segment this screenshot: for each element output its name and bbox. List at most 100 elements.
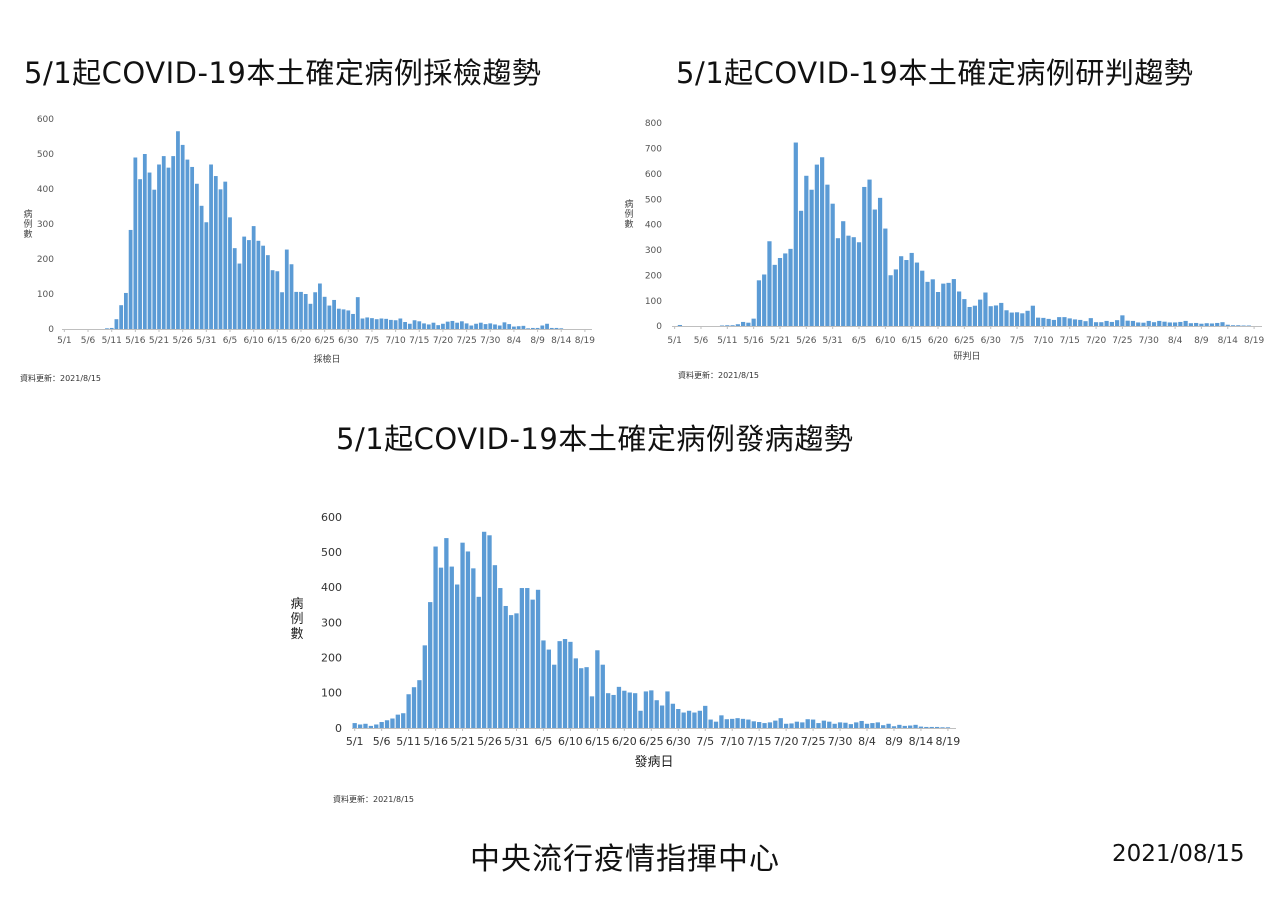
bar [426, 324, 431, 329]
sampling-chart-svg: 0 100 200 300 400 500 600 5/1 5/6 5/11 5/16 5/21 5/2… [23, 115, 595, 365]
bar [793, 142, 798, 326]
y-tick-label: 100 [321, 687, 342, 700]
bar [398, 318, 403, 329]
bar [554, 327, 559, 329]
bar [541, 640, 546, 728]
bar [1225, 324, 1230, 326]
bar [455, 322, 460, 329]
bar [1220, 322, 1225, 326]
bar [1183, 320, 1188, 326]
bar [1062, 317, 1067, 326]
y-axis-title-char: 數 [624, 218, 633, 230]
bar [1051, 319, 1057, 326]
bar [138, 179, 142, 329]
bar [488, 323, 493, 329]
x-tick-label: 6/20 [612, 735, 637, 748]
bar [713, 721, 719, 728]
bar [741, 321, 746, 326]
x-tick-label: 5/21 [770, 336, 790, 346]
bar [247, 240, 251, 329]
bar [783, 723, 789, 728]
bar [929, 726, 934, 728]
bar [622, 690, 627, 728]
bar [1188, 323, 1193, 326]
x-tick-label: 7/20 [774, 735, 799, 748]
bar [1172, 322, 1178, 326]
bar [530, 599, 535, 728]
onset-chart: 0 100 200 300 400 500 600 5/1 5/6 5/11 5/16 5/21 5/2… [270, 490, 990, 790]
bar [951, 279, 956, 326]
bar [579, 668, 584, 728]
bar [535, 589, 541, 728]
x-tick-label: 5/1 [346, 735, 364, 748]
bar [270, 270, 275, 329]
x-tick-label: 7/10 [386, 336, 406, 346]
x-tick-label: 5/16 [423, 735, 448, 748]
y-tick-label: 0 [656, 322, 662, 332]
bar [810, 719, 816, 728]
x-tick-label: 6/25 [315, 336, 335, 346]
bar [525, 588, 530, 728]
bar [830, 203, 835, 326]
x-tick-label: 6/30 [338, 336, 358, 346]
bar [514, 613, 519, 728]
x-tick-label: 8/14 [1218, 336, 1238, 346]
bar [502, 322, 507, 329]
bar [493, 324, 497, 329]
bar [355, 297, 360, 329]
bar [870, 723, 875, 728]
bar [913, 724, 918, 728]
bar [1004, 310, 1009, 326]
x-tick-label: 8/9 [885, 735, 903, 748]
bar [401, 713, 406, 728]
bar [1167, 322, 1172, 326]
x-tick-label: 5/16 [125, 336, 145, 346]
bar [185, 159, 190, 329]
x-tick-label: 6/20 [291, 336, 311, 346]
x-tick-label: 5/21 [450, 735, 475, 748]
bar [445, 321, 450, 329]
bar [275, 271, 280, 329]
bar [161, 156, 166, 329]
bar [1067, 318, 1072, 326]
x-tick-label: 8/14 [551, 336, 571, 346]
bar [1099, 322, 1104, 326]
bar [218, 189, 223, 329]
bar [859, 720, 864, 728]
bar [374, 319, 379, 329]
bar [883, 228, 888, 326]
bar [395, 714, 400, 728]
bar [589, 696, 595, 728]
bar [242, 236, 247, 329]
bar [809, 189, 814, 326]
bar [256, 240, 261, 329]
bar [902, 725, 907, 728]
x-tick-label: 8/19 [1244, 336, 1264, 346]
y-tick-label: 500 [645, 195, 662, 205]
bar [351, 313, 355, 329]
bar [251, 226, 256, 329]
bar [265, 255, 270, 329]
bar [332, 299, 336, 329]
y-tick-label: 800 [645, 119, 662, 129]
y-tick-label: 500 [37, 150, 54, 160]
bar [360, 318, 365, 329]
bar [665, 691, 670, 728]
bar [492, 565, 498, 728]
x-tick-label: 5/31 [504, 735, 529, 748]
bar [740, 718, 746, 728]
x-tick-label: 8/4 [1168, 336, 1183, 346]
y-tick-label: 100 [645, 297, 662, 307]
x-tick-label: 7/30 [1139, 336, 1159, 346]
y-tick-label: 300 [321, 616, 342, 629]
x-tick-label: 6/15 [267, 336, 287, 346]
bar [724, 719, 729, 728]
bar [357, 724, 363, 728]
bar [465, 551, 471, 728]
x-tick-label: 7/25 [456, 336, 476, 346]
bar [280, 292, 284, 329]
x-tick-label: 5/26 [796, 336, 816, 346]
confirmation-chart: 0 100 200 300 400 500 600 700 800 5/1 5/6 5/11 5/16 5… [610, 100, 1280, 370]
bar [821, 720, 827, 728]
bar [449, 566, 454, 728]
